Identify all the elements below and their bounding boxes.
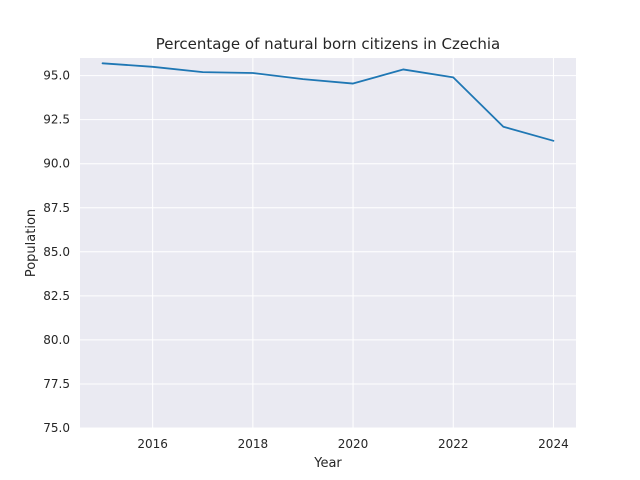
x-tick-label: 2022 — [438, 437, 469, 451]
series-layer — [101, 62, 555, 142]
y-axis-label: Population — [24, 209, 39, 277]
y-tick-label: 87.5 — [43, 201, 70, 215]
x-axis-label: Year — [313, 456, 342, 471]
y-tick-label: 82.5 — [43, 289, 70, 303]
x-axis-ticks: 2016 2018 2020 2022 2024 — [137, 437, 568, 451]
y-axis-ticks: 75.0 77.5 80.0 82.5 85.0 87.5 90.0 92.5 95.0 — [43, 69, 70, 435]
y-tick-label: 77.5 — [43, 377, 70, 391]
series-line — [101, 62, 555, 142]
chart-title: Percentage of natural born citizens in C… — [156, 35, 500, 53]
plot-background — [80, 58, 576, 428]
y-tick-label: 95.0 — [43, 69, 70, 83]
x-tick-label: 2018 — [238, 437, 269, 451]
x-tick-label: 2020 — [338, 437, 369, 451]
y-tick-label: 80.0 — [43, 333, 70, 347]
grid-lines — [80, 58, 576, 429]
x-tick-label: 2016 — [137, 437, 168, 451]
y-tick-label: 85.0 — [43, 245, 70, 259]
y-tick-label: 92.5 — [43, 113, 70, 127]
y-tick-label: 90.0 — [43, 157, 70, 171]
y-tick-label: 75.0 — [43, 421, 70, 435]
x-tick-label: 2024 — [538, 437, 569, 451]
